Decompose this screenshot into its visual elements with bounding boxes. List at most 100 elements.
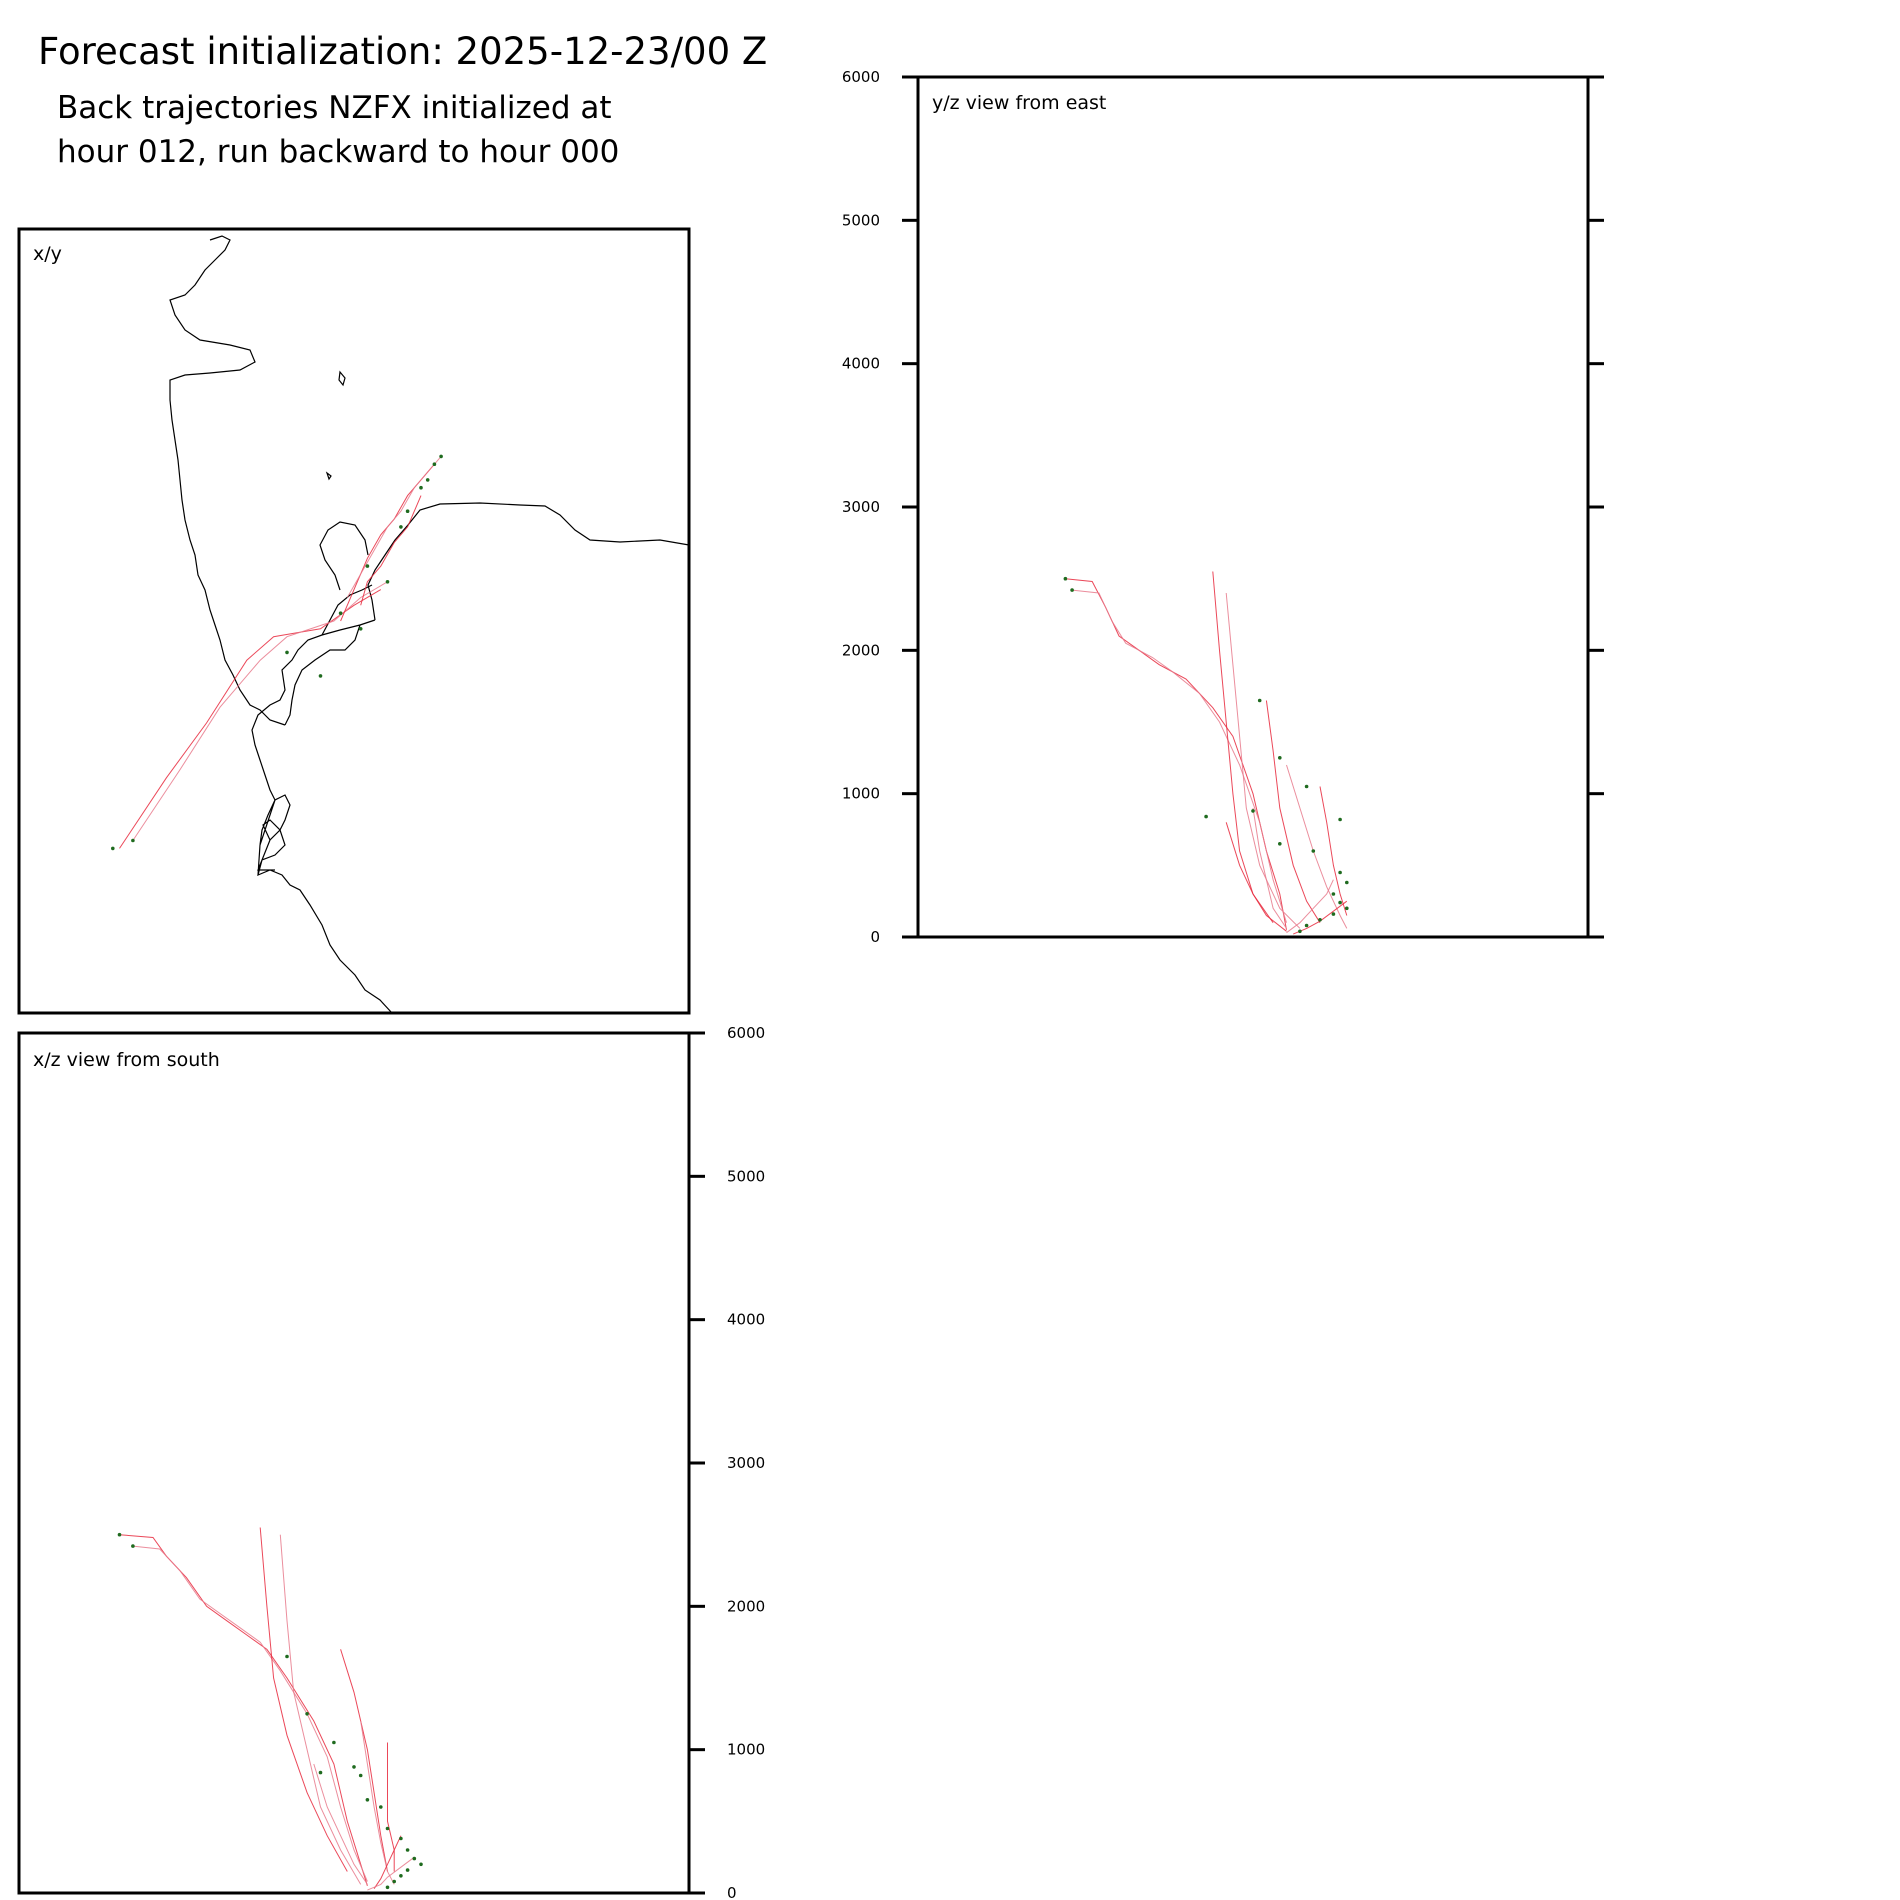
trajectory-line	[119, 1534, 368, 1886]
trajectory-endpoint	[1304, 923, 1309, 928]
trajectory-endpoint	[1070, 588, 1074, 592]
trajectory-line	[1293, 900, 1348, 935]
island-path	[338, 370, 346, 387]
y-tick-label: 1000	[727, 1741, 765, 1759]
trajectory-endpoint	[392, 1879, 397, 1884]
trajectory-endpoint	[385, 580, 390, 584]
trajectory-endpoint	[425, 478, 430, 482]
y-tick-label: 2000	[727, 1597, 765, 1615]
panel-xy-frame	[17, 227, 691, 1015]
trajectory-endpoint	[1345, 880, 1349, 885]
y-tick-label: 5000	[842, 211, 880, 229]
trajectory-endpoint	[1257, 698, 1262, 703]
trajectory-endpoint	[439, 454, 443, 459]
panel-xz-label: x/z view from south	[33, 1049, 220, 1071]
trajectory-endpoint	[1331, 892, 1336, 896]
trajectory-line	[1072, 589, 1287, 923]
trajectory-line	[119, 589, 382, 849]
trajectory-line	[387, 1742, 395, 1872]
trajectory-endpoint	[131, 838, 135, 843]
trajectory-endpoint	[385, 1885, 390, 1890]
chart-title: Forecast initialization: 2025-12-23/00 Z	[38, 30, 768, 73]
trajectory-line	[346, 456, 442, 598]
trajectory-endpoint	[405, 1868, 410, 1872]
trajectory-line	[1225, 822, 1287, 932]
trajectory-endpoint	[399, 1874, 403, 1878]
trajectory-endpoint	[399, 1836, 403, 1841]
plot-area-yz	[1063, 571, 1349, 935]
trajectory-endpoint	[379, 1805, 383, 1809]
trajectory-endpoint	[1204, 814, 1208, 819]
y-tick-label: 2000	[842, 641, 880, 659]
y-tick-label: 3000	[842, 498, 880, 516]
trajectory-endpoint	[1331, 912, 1336, 916]
panel-xy-label: x/y	[33, 243, 62, 265]
trajectory-line	[360, 1720, 395, 1885]
trajectory-endpoint	[1318, 918, 1322, 922]
panel-xy: x/y	[17, 227, 691, 1015]
trajectory-line	[1319, 786, 1348, 916]
trajectory-endpoint	[318, 674, 323, 678]
trajectory-endpoint	[1298, 929, 1302, 934]
trajectory-endpoint	[358, 627, 363, 631]
trajectory-endpoint	[412, 1856, 417, 1861]
trajectory-endpoint	[405, 1848, 410, 1852]
trajectory-line	[132, 1545, 368, 1882]
trajectory-endpoint	[352, 1765, 356, 1769]
subtitle-line-1: Back trajectories NZFX initialized at	[57, 90, 612, 126]
trajectory-endpoint	[1345, 906, 1349, 911]
trajectory-endpoint	[385, 1826, 390, 1831]
trajectory-line	[1265, 700, 1321, 923]
trajectory-line	[340, 1649, 388, 1872]
xz-axis-ticks: 0 1000 2000 3000 4000 5000 6000	[689, 1024, 765, 1900]
y-tick-label: 6000	[727, 1024, 765, 1042]
y-tick-label: 3000	[727, 1454, 765, 1472]
yz-axis-ticks: 0 1000 2000 3000 4000 5000 6000	[842, 68, 1604, 946]
trajectory-line	[1065, 578, 1287, 930]
trajectory-endpoint	[131, 1544, 135, 1548]
trajectory-endpoint	[432, 462, 437, 467]
trajectory-line	[279, 1534, 362, 1885]
trajectory-endpoint	[1338, 870, 1342, 875]
panel-xz-frame	[17, 1031, 691, 1895]
y-tick-label: 4000	[727, 1311, 765, 1329]
panel-xz: x/z view from south 0 1000 2000 3000 4000 500…	[17, 1024, 765, 1900]
y-tick-label: 5000	[727, 1167, 765, 1185]
trajectory-endpoint	[399, 525, 403, 529]
plot-area-xz	[117, 1527, 423, 1891]
island-path-2	[325, 471, 332, 481]
trajectory-endpoint	[365, 564, 370, 568]
trajectory-endpoint	[405, 509, 410, 513]
coastline-path	[169, 235, 690, 1014]
trajectory-line	[1286, 764, 1348, 929]
y-tick-label: 0	[727, 1884, 737, 1900]
trajectory-endpoint	[419, 1862, 423, 1867]
y-tick-label: 0	[870, 928, 880, 946]
subtitle-line-2: hour 012, run backward to hour 000	[57, 134, 620, 170]
trajectory-line	[259, 1527, 348, 1872]
trajectory-endpoint	[1311, 849, 1316, 853]
trajectory-line	[1252, 807, 1287, 929]
trajectory-line	[1225, 592, 1301, 929]
trajectory-endpoint	[305, 1712, 309, 1716]
trajectory-endpoint	[117, 1532, 122, 1537]
panel-yz: y/z view from east 0 1000 2000 3000 4000 5000…	[842, 68, 1604, 946]
y-tick-label: 4000	[842, 355, 880, 373]
trajectory-endpoint	[1063, 576, 1068, 581]
trajectory-endpoint	[1338, 900, 1342, 905]
trajectory-line	[373, 1835, 402, 1889]
y-tick-label: 1000	[842, 785, 880, 803]
trajectory-endpoint	[1251, 809, 1255, 813]
trajectory-endpoint	[332, 1740, 336, 1745]
trajectory-line	[367, 1856, 415, 1891]
y-tick-label: 6000	[842, 68, 880, 86]
trajectory-line	[132, 581, 388, 841]
trajectory-endpoint	[419, 485, 423, 490]
trajectory-line	[1286, 879, 1334, 934]
trajectory-endpoint	[318, 1770, 323, 1775]
trajectory-endpoint	[111, 846, 115, 851]
panel-yz-label: y/z view from east	[932, 92, 1106, 114]
trajectory-endpoint	[1278, 756, 1282, 760]
trajectory-endpoint	[285, 1654, 289, 1659]
